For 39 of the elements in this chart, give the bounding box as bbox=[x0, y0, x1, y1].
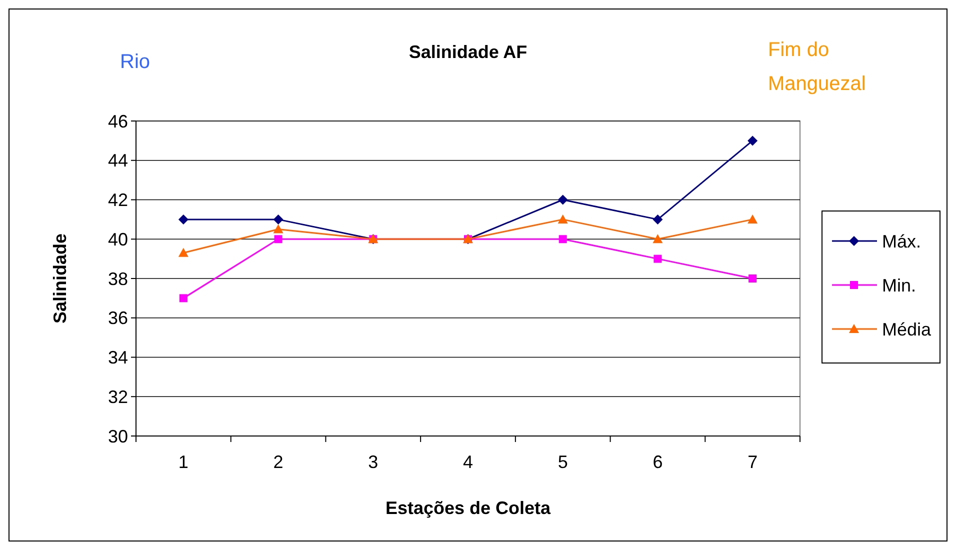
y-tick-label: 32 bbox=[108, 386, 128, 407]
y-tick-label: 46 bbox=[108, 111, 128, 132]
point bbox=[748, 274, 757, 282]
x-tick-label: 3 bbox=[368, 452, 378, 472]
point bbox=[178, 214, 188, 224]
x-tick-label: 5 bbox=[558, 452, 568, 472]
x-tick-label: 7 bbox=[748, 452, 758, 472]
point bbox=[558, 194, 568, 205]
point bbox=[274, 235, 282, 244]
legend-label: Máx. bbox=[882, 231, 922, 252]
point bbox=[654, 254, 662, 263]
x-tick-label: 4 bbox=[462, 452, 474, 472]
legend-label: Média bbox=[882, 319, 932, 340]
point bbox=[748, 214, 758, 224]
y-tick-label: 42 bbox=[108, 190, 128, 210]
point bbox=[652, 214, 663, 224]
legend-label: Min. bbox=[882, 275, 916, 296]
y-axis-title: Salinidade bbox=[50, 233, 70, 324]
point bbox=[179, 294, 188, 302]
point bbox=[558, 235, 567, 244]
point bbox=[748, 136, 758, 146]
x-tick-label: 2 bbox=[273, 452, 284, 472]
point bbox=[652, 234, 663, 244]
y-tick-label: 44 bbox=[108, 150, 128, 171]
point bbox=[273, 224, 284, 234]
y-tick-label: 30 bbox=[108, 426, 128, 446]
x-axis-title: Estações de Coleta bbox=[385, 498, 552, 518]
point bbox=[558, 214, 568, 224]
x-tick-label: 6 bbox=[652, 452, 663, 472]
y-tick-label: 38 bbox=[108, 268, 128, 289]
text: Rio bbox=[120, 51, 150, 73]
text: Fim do Manguezal bbox=[768, 39, 866, 95]
y-tick-label: 40 bbox=[108, 229, 128, 250]
x-tick-label: 1 bbox=[178, 452, 188, 472]
point bbox=[178, 248, 188, 257]
point bbox=[273, 214, 284, 224]
chart-title: Salinidade AF bbox=[408, 42, 528, 62]
y-tick-label: 34 bbox=[108, 348, 128, 368]
y-tick-label: 36 bbox=[108, 308, 128, 328]
